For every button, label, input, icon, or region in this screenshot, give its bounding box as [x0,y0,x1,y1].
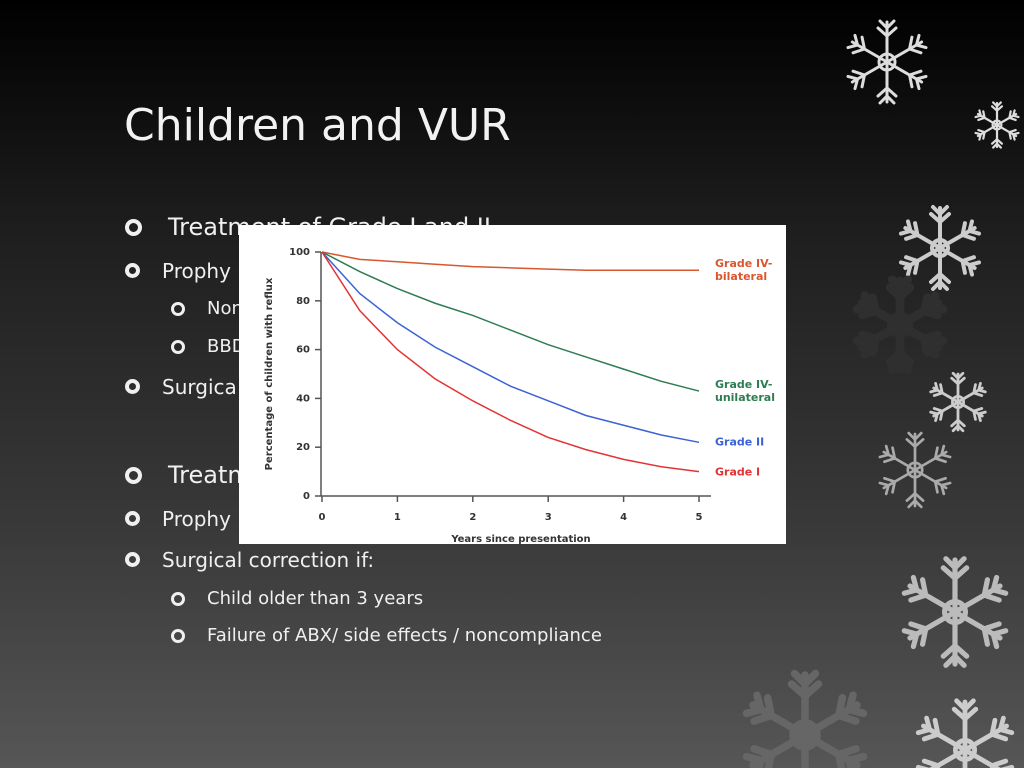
y-tick-label: 80 [296,296,310,307]
x-axis-title: Years since presentation [450,534,590,544]
bullet: Prophy [125,259,231,283]
y-axis-title: Percentage of children with reflux [264,277,275,470]
bullet: Failure of ABX/ side effects / noncompli… [171,625,602,646]
bullet: Prophy [125,507,231,531]
series-line [321,251,700,444]
bullet: Surgical correction if: [124,548,375,572]
legend-label: Grade IV-unilateral [715,378,775,405]
series-line [321,251,700,392]
bullet: Treatm [125,461,251,489]
legend-label: Grade I [715,465,761,479]
x-tick-label: 5 [696,512,703,523]
chart-image: Years since presentation Percentage of c… [239,225,786,545]
x-tick-label: 1 [394,512,401,523]
bullet: Surgica [125,375,237,399]
x-tick-label: 3 [545,512,552,523]
x-tick-label: 0 [319,512,326,523]
bullet: BBD [171,336,246,357]
y-tick-label: 20 [296,442,310,453]
y-tick-label: 40 [296,393,310,404]
y-tick-label: 0 [303,491,310,502]
slide-title: Children and VUR [124,100,511,151]
y-tick-label: 100 [289,247,310,258]
legend-label: Grade II [715,435,765,449]
bullet: Child older than 3 years [170,588,424,609]
series-line [321,251,700,473]
legend-label: Grade IV-bilateral [715,257,773,284]
bullet: Non [171,298,243,319]
y-tick-label: 60 [296,345,310,356]
x-tick-label: 2 [469,512,476,523]
x-tick-label: 4 [620,512,627,523]
series-line [321,251,699,272]
chart: Years since presentation Percentage of c… [264,247,711,545]
